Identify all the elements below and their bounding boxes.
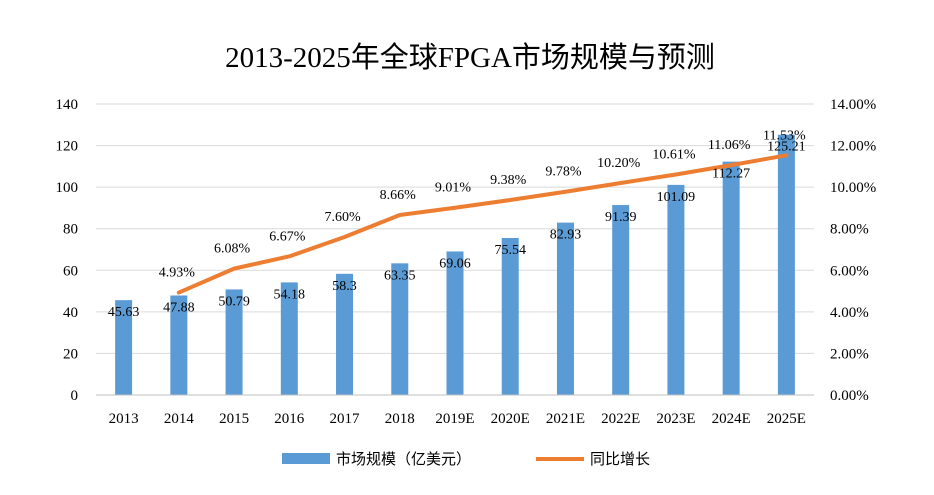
y-left-tick-label: 80 bbox=[63, 222, 78, 238]
x-tick-label: 2019E bbox=[435, 411, 474, 427]
bar bbox=[556, 222, 574, 395]
bar-data-label: 45.63 bbox=[108, 305, 140, 320]
bar-data-label: 50.79 bbox=[218, 294, 250, 309]
bar bbox=[612, 205, 630, 395]
bar bbox=[446, 251, 464, 395]
x-tick-label: 2025E bbox=[767, 411, 806, 427]
bar bbox=[667, 184, 685, 395]
legend-bar-label: 市场规模（亿美元） bbox=[336, 451, 471, 468]
y-right-tick-label: 8.00% bbox=[830, 222, 869, 238]
legend: 市场规模（亿美元） 同比增长 bbox=[282, 451, 650, 468]
y-left-tick-label: 40 bbox=[63, 305, 78, 321]
line-data-label: 9.38% bbox=[490, 173, 527, 188]
growth-line bbox=[176, 153, 789, 295]
bar bbox=[391, 263, 409, 395]
y-left-tick-label: 20 bbox=[63, 346, 78, 362]
bar-data-label: 69.06 bbox=[439, 256, 471, 271]
bar bbox=[722, 161, 740, 395]
y-left-tick-label: 100 bbox=[56, 180, 79, 196]
line-data-label: 11.06% bbox=[708, 138, 751, 153]
data-labels: 45.63 47.88 50.79 54.18 58.3 63.35 69.06 75.54 8… bbox=[108, 128, 806, 320]
bar-data-label: 82.93 bbox=[550, 228, 582, 243]
y-right-tick-label: 0.00% bbox=[830, 388, 869, 404]
x-tick-label: 2017 bbox=[330, 411, 361, 427]
y-left-tick-label: 60 bbox=[63, 263, 78, 279]
line-data-label: 10.20% bbox=[597, 156, 641, 171]
line-data-label: 6.08% bbox=[214, 242, 251, 257]
line-data-label: 7.60% bbox=[324, 210, 361, 225]
bar bbox=[501, 237, 519, 395]
bar-data-label: 54.18 bbox=[274, 287, 306, 302]
y-right-tick-label: 6.00% bbox=[830, 263, 869, 279]
bar bbox=[225, 289, 243, 395]
chart-title: 2013-2025年全球FPGA市场规模与预测 bbox=[225, 41, 715, 74]
x-tick-label: 2023E bbox=[656, 411, 695, 427]
x-tick-label: 2015 bbox=[219, 411, 249, 427]
x-tick-label: 2014 bbox=[164, 411, 195, 427]
bar-series bbox=[115, 134, 795, 395]
bar bbox=[115, 300, 133, 395]
bar bbox=[336, 273, 354, 395]
y-right-tick-label: 10.00% bbox=[830, 180, 876, 196]
bar bbox=[280, 282, 298, 395]
growth-line-series bbox=[176, 153, 789, 295]
y-left-tick-label: 140 bbox=[56, 97, 79, 113]
line-data-label: 6.67% bbox=[269, 229, 306, 244]
legend-bar-swatch bbox=[282, 453, 330, 464]
y-right-tick-label: 14.00% bbox=[830, 97, 876, 113]
bar-data-label: 125.21 bbox=[767, 140, 806, 155]
line-data-label: 10.61% bbox=[652, 147, 696, 162]
y-right-tick-label: 2.00% bbox=[830, 346, 869, 362]
line-data-label: 9.78% bbox=[545, 165, 582, 180]
x-tick-label: 2021E bbox=[546, 411, 585, 427]
y-right-tick-label: 12.00% bbox=[830, 139, 876, 155]
axes: 0 20 40 60 80 100 120 140 0.00% 2.00% 4.00% 6.00% 8.… bbox=[56, 97, 877, 427]
bar-data-label: 58.3 bbox=[332, 279, 357, 294]
line-data-label: 11.53% bbox=[763, 128, 806, 143]
bar-data-label: 91.39 bbox=[605, 210, 637, 225]
line-data-label: 9.01% bbox=[435, 181, 472, 196]
x-tick-label: 2022E bbox=[601, 411, 640, 427]
bar bbox=[777, 134, 795, 395]
y-left-tick-label: 120 bbox=[56, 139, 79, 155]
x-tick-label: 2016 bbox=[274, 411, 305, 427]
x-tick-label: 2013 bbox=[109, 411, 139, 427]
line-data-label: 4.93% bbox=[159, 266, 196, 281]
bar-data-label: 101.09 bbox=[657, 190, 696, 205]
y-left-tick-label: 0 bbox=[71, 388, 79, 404]
x-tick-label: 2018 bbox=[385, 411, 415, 427]
line-data-label: 8.66% bbox=[380, 188, 417, 203]
bar bbox=[170, 295, 188, 395]
y-right-tick-label: 4.00% bbox=[830, 305, 869, 321]
bar-data-label: 47.88 bbox=[163, 300, 195, 315]
x-tick-label: 2020E bbox=[491, 411, 530, 427]
bar-data-label: 112.27 bbox=[712, 167, 750, 182]
bar-data-label: 75.54 bbox=[494, 243, 526, 258]
x-tick-label: 2024E bbox=[712, 411, 751, 427]
bar-data-label: 63.35 bbox=[384, 268, 416, 283]
legend-line-label: 同比增长 bbox=[590, 451, 650, 468]
